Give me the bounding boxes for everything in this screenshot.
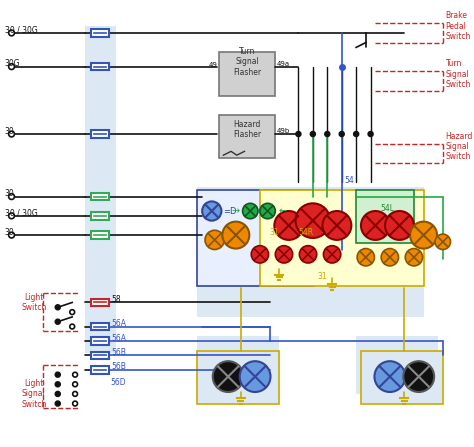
Circle shape — [310, 131, 315, 136]
Bar — [91, 63, 109, 71]
Text: Turn
Signal
Flasher: Turn Signal Flasher — [233, 47, 262, 77]
Text: 54R: 54R — [299, 228, 313, 237]
Circle shape — [339, 131, 344, 136]
Text: Turn
Signal
Switch: Turn Signal Switch — [446, 59, 471, 89]
Bar — [197, 336, 279, 394]
Bar — [219, 115, 275, 158]
Circle shape — [55, 319, 60, 324]
Text: Hazard
Signal
Switch: Hazard Signal Switch — [446, 131, 473, 161]
Circle shape — [222, 222, 249, 249]
Circle shape — [354, 131, 358, 136]
Circle shape — [361, 211, 390, 240]
Circle shape — [325, 131, 330, 136]
Circle shape — [381, 249, 399, 266]
Text: Brake
Pedal
Switch: Brake Pedal Switch — [446, 11, 471, 41]
Circle shape — [243, 203, 258, 219]
Bar — [260, 190, 424, 286]
Circle shape — [405, 249, 423, 266]
Text: 56B: 56B — [112, 363, 127, 371]
Bar — [356, 190, 414, 243]
Text: Hazard
Flasher: Hazard Flasher — [233, 119, 262, 139]
Circle shape — [73, 382, 77, 387]
Bar — [91, 193, 109, 200]
Bar — [91, 29, 109, 37]
Circle shape — [403, 361, 434, 392]
Bar — [91, 231, 109, 239]
Circle shape — [202, 202, 221, 221]
Text: 30: 30 — [5, 189, 15, 198]
Bar — [197, 190, 313, 286]
Circle shape — [55, 401, 60, 406]
Bar — [91, 323, 109, 330]
Text: Light
Signal
Switch: Light Signal Switch — [21, 379, 46, 409]
Text: 49b: 49b — [276, 128, 290, 134]
Bar — [91, 212, 109, 219]
Circle shape — [410, 222, 437, 249]
Circle shape — [251, 246, 269, 263]
Circle shape — [9, 232, 14, 238]
Circle shape — [322, 211, 351, 240]
Circle shape — [55, 382, 60, 387]
Bar — [91, 352, 109, 359]
Text: 30: 30 — [5, 228, 15, 237]
Bar — [219, 52, 275, 96]
Circle shape — [9, 194, 14, 199]
Text: 30 / 30G: 30 / 30G — [5, 25, 37, 34]
Circle shape — [300, 246, 317, 263]
Circle shape — [435, 234, 450, 249]
Circle shape — [205, 230, 224, 249]
Bar — [197, 187, 424, 317]
Text: 54: 54 — [345, 176, 355, 185]
Text: 49a: 49a — [276, 61, 290, 67]
Text: Light
Switch: Light Switch — [21, 293, 46, 312]
Circle shape — [55, 372, 60, 377]
Circle shape — [73, 392, 77, 396]
Circle shape — [9, 30, 14, 36]
Circle shape — [260, 203, 275, 219]
Text: =D: =D — [223, 207, 237, 215]
Circle shape — [9, 213, 14, 219]
Circle shape — [275, 246, 292, 263]
Text: 54L: 54L — [380, 204, 394, 213]
Circle shape — [55, 392, 60, 396]
Bar — [91, 337, 109, 345]
Circle shape — [73, 401, 77, 406]
Circle shape — [357, 249, 374, 266]
Circle shape — [70, 324, 74, 329]
Bar — [91, 299, 109, 306]
Text: 31: 31 — [318, 272, 327, 281]
Circle shape — [73, 372, 77, 377]
Text: 56D: 56D — [111, 378, 127, 387]
Text: 30G: 30G — [5, 59, 20, 68]
Bar — [361, 350, 443, 404]
Circle shape — [296, 131, 301, 136]
Circle shape — [213, 361, 244, 392]
Bar — [356, 336, 438, 394]
Bar — [91, 130, 109, 138]
Text: 56A: 56A — [112, 333, 127, 342]
Circle shape — [323, 246, 341, 263]
Circle shape — [70, 310, 74, 315]
Circle shape — [240, 361, 271, 392]
Bar — [85, 26, 116, 354]
Text: 31: 31 — [270, 228, 279, 237]
Circle shape — [9, 131, 14, 137]
Circle shape — [385, 211, 414, 240]
Text: 56A: 56A — [112, 319, 127, 328]
Text: ←: ← — [278, 206, 286, 216]
Text: 58: 58 — [112, 295, 121, 304]
Circle shape — [295, 203, 330, 238]
Bar — [197, 350, 279, 404]
Text: →: → — [232, 206, 240, 216]
Circle shape — [374, 361, 405, 392]
Text: 56B: 56B — [112, 348, 127, 357]
Text: 30 / 30G: 30 / 30G — [5, 208, 37, 217]
Text: 49: 49 — [209, 62, 218, 67]
Bar — [91, 366, 109, 374]
Circle shape — [274, 211, 303, 240]
Text: 30: 30 — [5, 127, 15, 135]
Circle shape — [9, 64, 14, 70]
Circle shape — [55, 305, 60, 310]
Circle shape — [368, 131, 373, 136]
